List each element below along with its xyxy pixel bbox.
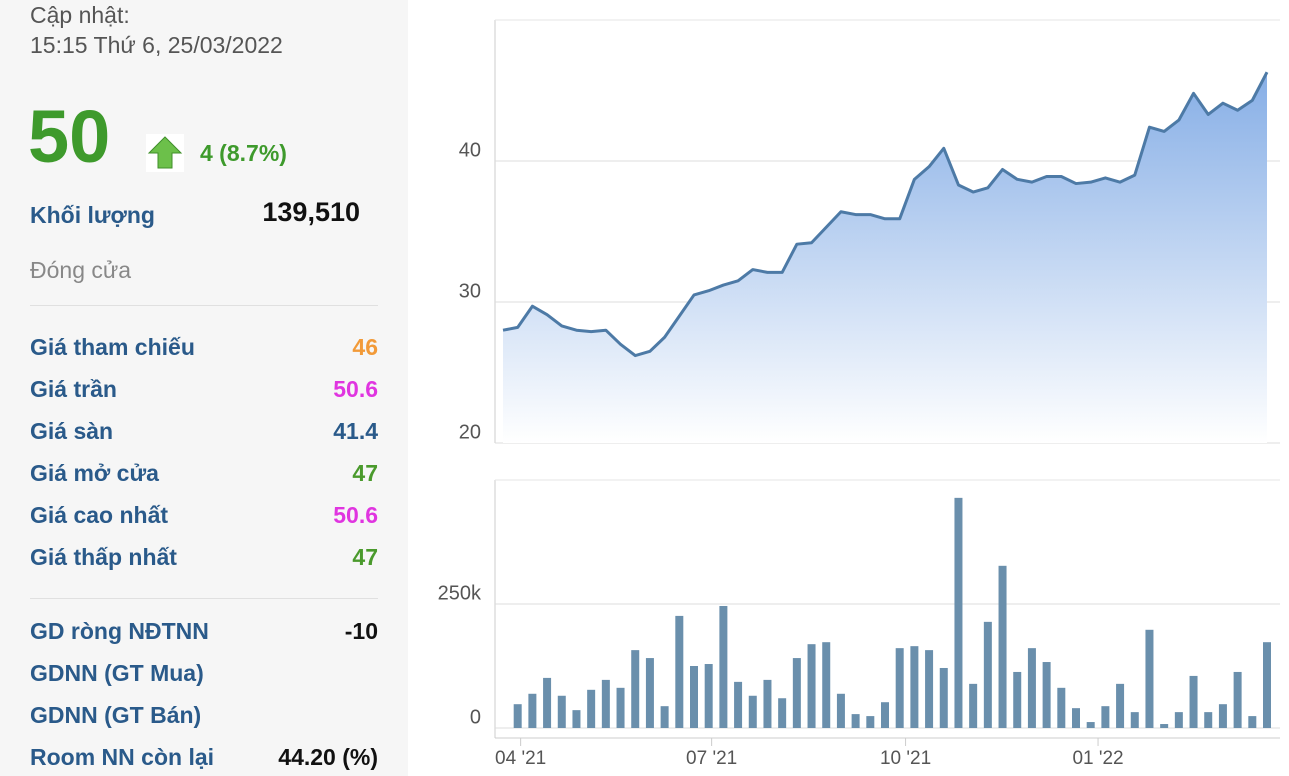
volume-bar [807,644,816,728]
volume-bar [881,702,889,728]
y-tick-label: 250k [438,582,482,604]
volume-bar [1027,648,1036,728]
volume-bar [939,667,948,728]
y-tick-label: 40 [459,139,481,161]
volume-bar [675,615,684,728]
row-label: Giá cao nhất [30,502,169,528]
volume-bar [1013,671,1022,728]
row-label: Giá sàn [30,418,114,444]
price: 50 [28,95,111,178]
update-time: 15:15 Thứ 6, 25/03/2022 [30,32,283,58]
row-label: GDNN (GT Mua) [30,660,204,686]
volume-bar [792,658,801,728]
row-label: Giá thấp nhất [30,544,177,570]
volume-bar [1145,629,1154,728]
price-area [503,72,1267,444]
volume-label: Khối lượng [30,202,155,228]
y-tick-label: 0 [470,706,481,728]
volume-bar [1086,722,1095,728]
x-tick-label: 10 '21 [880,748,931,769]
volume-bar [660,706,669,728]
volume-bar [704,664,713,728]
volume-bar [601,679,610,728]
volume-bar [1072,708,1080,728]
x-tick-label: 07 '21 [686,748,737,769]
volume-bar [925,650,934,728]
row-value: 46 [352,334,378,360]
volume-bar [1263,642,1271,728]
y-tick-label: 20 [459,421,481,443]
volume-bar [734,681,743,728]
volume-bar [866,716,875,728]
row-label: GD ròng NĐTNN [30,618,209,644]
volume-bar [1204,712,1213,728]
y-tick-label: 30 [459,280,481,302]
volume-bar [1042,662,1051,728]
row-label: Giá trần [30,376,117,402]
volume-bar [822,642,831,728]
volume-bar [1248,716,1257,728]
volume-bar [513,704,522,728]
update-label: Cập nhật: [30,2,130,28]
x-tick-label: 04 '21 [495,748,546,769]
volume: 139,510 [262,197,360,227]
volume-bar [690,666,698,728]
volume-bar [954,497,963,728]
info-panel: Cập nhật: 15:15 Thứ 6, 25/03/2022 50 4 (… [0,0,408,776]
volume-bar [1116,683,1125,728]
volume-bar [1160,724,1169,728]
row-label: Giá tham chiếu [30,334,195,360]
volume-bar [1233,671,1242,728]
row-value: 44.20 (%) [278,744,378,770]
volume-bar [836,693,845,728]
row-label: Giá mở cửa [30,460,159,486]
volume-bar [851,714,860,728]
volume-bar [572,710,581,728]
volume-bar [748,695,757,728]
volume-bar [543,677,552,728]
volume-bar [1101,706,1110,728]
separator [30,305,378,306]
volume-bar [998,565,1007,728]
row-value: -10 [344,618,378,644]
row-value: 50.6 [333,376,378,402]
row-label: GDNN (GT Bán) [30,702,202,728]
volume-bar [587,689,596,728]
volume-bar [719,605,728,728]
volume-bar [631,650,640,728]
volume-bar [645,658,654,728]
volume-bar [616,687,625,728]
volume-bar [1057,687,1066,728]
up-arrow [146,134,184,172]
change: 4 (8.7%) [200,140,287,166]
x-tick-label: 01 '22 [1072,748,1123,769]
volume-bar [778,698,787,728]
row-value: 41.4 [333,418,378,444]
volume-bar [557,695,566,728]
volume-bar [895,648,904,728]
row-value: 50.6 [333,502,378,528]
volume-bar [528,693,537,728]
volume-bar [969,683,978,728]
volume-bar [1174,712,1183,728]
volume-bar [910,646,919,728]
row-value: 47 [352,544,378,570]
row-value: 47 [352,460,378,486]
price-line [502,71,1269,358]
volume-bar [983,621,992,728]
volume-bar [763,679,772,728]
volume-bar [1218,704,1227,728]
separator [30,598,378,599]
row-label: Room NN còn lại [30,744,215,770]
volume-bar [1130,712,1139,728]
status: Đóng cửa [30,257,132,283]
volume-bar [1189,675,1198,728]
